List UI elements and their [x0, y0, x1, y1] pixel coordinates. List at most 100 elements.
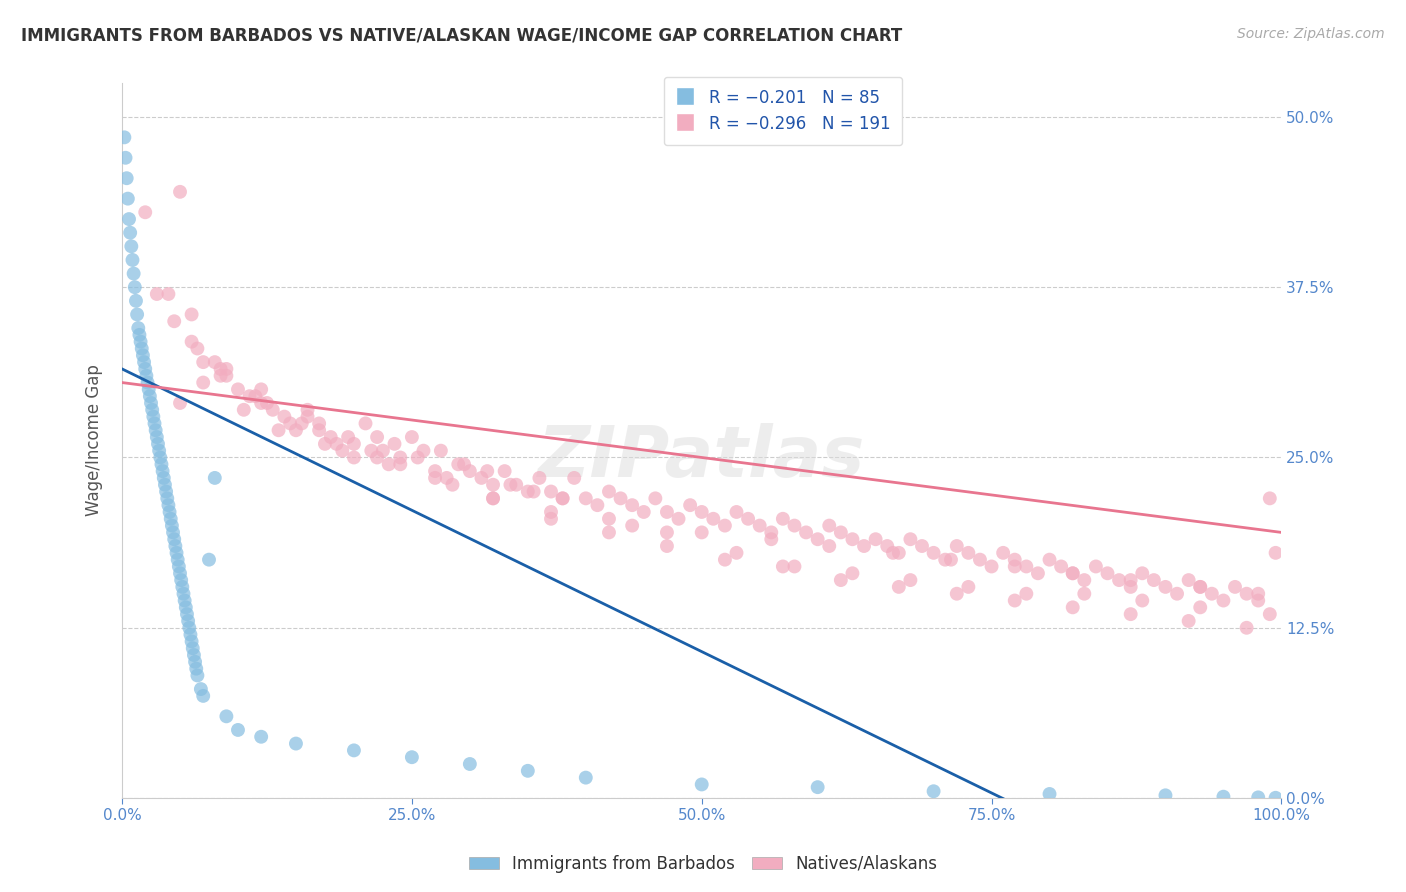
Point	[138, 383, 160, 397]
Point	[1247, 790, 1270, 805]
Point	[911, 539, 934, 553]
Point	[783, 559, 806, 574]
Point	[1201, 587, 1223, 601]
Point	[215, 368, 238, 383]
Point	[180, 334, 202, 349]
Point	[621, 518, 644, 533]
Point	[128, 327, 150, 342]
Point	[120, 239, 142, 253]
Point	[865, 533, 887, 547]
Point	[1264, 790, 1286, 805]
Point	[284, 423, 307, 437]
Point	[124, 280, 146, 294]
Point	[122, 267, 145, 281]
Point	[957, 580, 980, 594]
Point	[209, 362, 232, 376]
Point	[453, 458, 475, 472]
Point	[389, 458, 412, 472]
Point	[250, 383, 273, 397]
Point	[1154, 580, 1177, 594]
Point	[384, 437, 406, 451]
Point	[143, 417, 166, 431]
Point	[159, 512, 181, 526]
Point	[226, 723, 249, 737]
Point	[655, 525, 678, 540]
Point	[523, 484, 546, 499]
Point	[389, 450, 412, 465]
Point	[598, 512, 620, 526]
Point	[644, 491, 666, 506]
Point	[934, 552, 956, 566]
Point	[250, 730, 273, 744]
Point	[193, 376, 215, 390]
Point	[818, 539, 841, 553]
Point	[135, 368, 157, 383]
Point	[183, 648, 205, 662]
Point	[1062, 600, 1084, 615]
Point	[314, 437, 336, 451]
Point	[1189, 580, 1212, 594]
Point	[198, 552, 221, 566]
Point	[1004, 559, 1026, 574]
Point	[173, 587, 195, 601]
Point	[1108, 573, 1130, 587]
Point	[714, 518, 737, 533]
Point	[1026, 566, 1049, 581]
Point	[737, 512, 759, 526]
Point	[1015, 587, 1038, 601]
Point	[155, 484, 177, 499]
Point	[112, 130, 135, 145]
Point	[1236, 587, 1258, 601]
Point	[1236, 621, 1258, 635]
Point	[482, 491, 505, 506]
Point	[291, 417, 314, 431]
Point	[245, 389, 267, 403]
Point	[129, 334, 152, 349]
Point	[482, 477, 505, 491]
Point	[1258, 491, 1281, 506]
Point	[131, 342, 153, 356]
Point	[152, 464, 174, 478]
Point	[945, 587, 967, 601]
Point	[1189, 580, 1212, 594]
Point	[184, 655, 207, 669]
Point	[401, 430, 423, 444]
Point	[204, 471, 226, 485]
Point	[887, 580, 910, 594]
Point	[807, 780, 830, 794]
Point	[1264, 546, 1286, 560]
Point	[1038, 787, 1060, 801]
Point	[139, 389, 162, 403]
Point	[818, 518, 841, 533]
Point	[1119, 580, 1142, 594]
Point	[152, 471, 174, 485]
Point	[127, 308, 149, 322]
Point	[939, 552, 962, 566]
Point	[1247, 587, 1270, 601]
Y-axis label: Wage/Income Gap: Wage/Income Gap	[86, 365, 103, 516]
Point	[423, 464, 446, 478]
Point	[772, 559, 794, 574]
Point	[136, 376, 159, 390]
Point	[267, 423, 290, 437]
Point	[1084, 559, 1107, 574]
Point	[794, 525, 817, 540]
Point	[598, 484, 620, 499]
Point	[655, 505, 678, 519]
Point	[499, 477, 522, 491]
Point	[876, 539, 898, 553]
Point	[1062, 566, 1084, 581]
Point	[125, 293, 148, 308]
Point	[159, 505, 181, 519]
Point	[134, 362, 156, 376]
Point	[343, 450, 366, 465]
Point	[148, 443, 170, 458]
Point	[540, 505, 562, 519]
Point	[748, 518, 770, 533]
Point	[1097, 566, 1119, 581]
Point	[1189, 600, 1212, 615]
Point	[900, 573, 922, 587]
Point	[412, 443, 434, 458]
Point	[366, 430, 388, 444]
Point	[132, 355, 155, 369]
